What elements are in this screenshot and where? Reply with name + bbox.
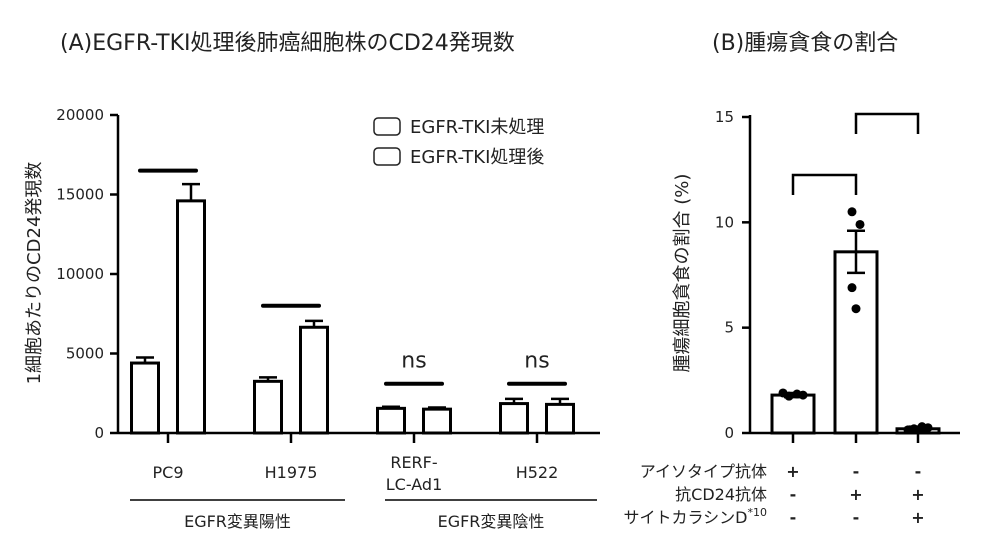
chart-b-ytick-label: 0 xyxy=(724,424,734,442)
data-point xyxy=(792,389,802,399)
bar-condition-1 xyxy=(833,250,879,435)
chart-a-category-label: H1975 xyxy=(265,463,318,482)
condition-mark: + xyxy=(849,485,862,504)
chart-b-title: (B)腫瘍貪食の割合 xyxy=(712,31,898,56)
condition-mark: - xyxy=(790,485,797,504)
condition-label: アイソタイプ抗体 xyxy=(640,462,767,481)
chart-b-ytick-label: 10 xyxy=(715,213,734,231)
legend-swatch-untreated xyxy=(373,117,401,136)
condition-mark: + xyxy=(911,508,924,527)
legend-label-untreated: EGFR-TKI未処理 xyxy=(410,117,544,138)
group-label: EGFR変異陰性 xyxy=(438,512,545,531)
legend-label-treated: EGFR-TKI処理後 xyxy=(410,147,544,168)
chart-a-ylabel: 1細胞あたりのCD24発現数 xyxy=(24,162,45,385)
significance-label: ns xyxy=(524,349,549,374)
chart-a: (A)EGFR-TKI処理後肺癌細胞株のCD24発現数 1細胞あたりのCD24発… xyxy=(24,31,600,531)
data-point xyxy=(855,219,865,229)
condition-superscript: *10 xyxy=(748,506,768,519)
condition-label: 抗CD24抗体 xyxy=(675,485,767,504)
condition-label-text: アイソタイプ抗体 xyxy=(640,462,767,481)
chart-b-ytick-label: 5 xyxy=(724,319,734,337)
data-point xyxy=(784,391,794,401)
condition-mark: - xyxy=(853,508,860,527)
condition-label-text: 抗CD24抗体 xyxy=(675,485,767,504)
data-point xyxy=(847,283,857,293)
chart-a-ytick-label: 5000 xyxy=(66,345,104,363)
chart-a-ytick-label: 0 xyxy=(94,424,104,442)
condition-label-text: サイトカラシンD xyxy=(623,508,747,527)
legend-swatch-treated xyxy=(373,147,401,166)
chart-b-ytick-label: 15 xyxy=(715,108,734,126)
data-point xyxy=(909,424,919,434)
bar-treated-2 xyxy=(422,407,452,435)
bar-condition-0 xyxy=(770,393,816,435)
bar-treated-0 xyxy=(176,199,206,435)
condition-mark: - xyxy=(915,462,922,481)
bar-untreated-3 xyxy=(499,402,529,435)
bar-untreated-1 xyxy=(253,379,283,435)
chart-a-ytick-label: 10000 xyxy=(56,265,104,283)
chart-b-ylabel: 腫瘍細胞貪食の割合 (%) xyxy=(671,174,693,373)
data-point xyxy=(917,422,927,432)
bar-treated-1 xyxy=(299,325,329,435)
chart-a-legend: EGFR-TKI未処理 EGFR-TKI処理後 xyxy=(373,117,544,168)
chart-a-ytick-label: 20000 xyxy=(56,106,104,124)
group-label: EGFR変異陽性 xyxy=(184,512,291,531)
chart-a-category-label: RERF- xyxy=(390,453,437,472)
data-point xyxy=(851,304,861,314)
bar-untreated-0 xyxy=(130,361,160,435)
chart-a-title: (A)EGFR-TKI処理後肺癌細胞株のCD24発現数 xyxy=(60,31,515,56)
comparison-bracket xyxy=(791,173,858,195)
significance-label: ns xyxy=(401,349,426,374)
condition-label: サイトカラシンD*10 xyxy=(623,506,767,527)
chart-b: (B)腫瘍貪食の割合 腫瘍細胞貪食の割合 (%) 0 5 10 15 アイソタイプ抗体… xyxy=(623,31,960,527)
comparison-bracket xyxy=(854,112,920,134)
data-point xyxy=(847,207,857,217)
condition-mark: + xyxy=(911,485,924,504)
chart-a-ytick-label: 15000 xyxy=(56,186,104,204)
chart-a-category-label: LC-Ad1 xyxy=(386,475,443,494)
bar-untreated-2 xyxy=(376,406,406,435)
condition-mark: + xyxy=(786,462,799,481)
chart-a-category-label: PC9 xyxy=(153,463,184,482)
condition-mark: - xyxy=(853,462,860,481)
bar-treated-3 xyxy=(545,402,575,435)
condition-mark: - xyxy=(790,508,797,527)
chart-a-category-label: H522 xyxy=(516,463,559,482)
